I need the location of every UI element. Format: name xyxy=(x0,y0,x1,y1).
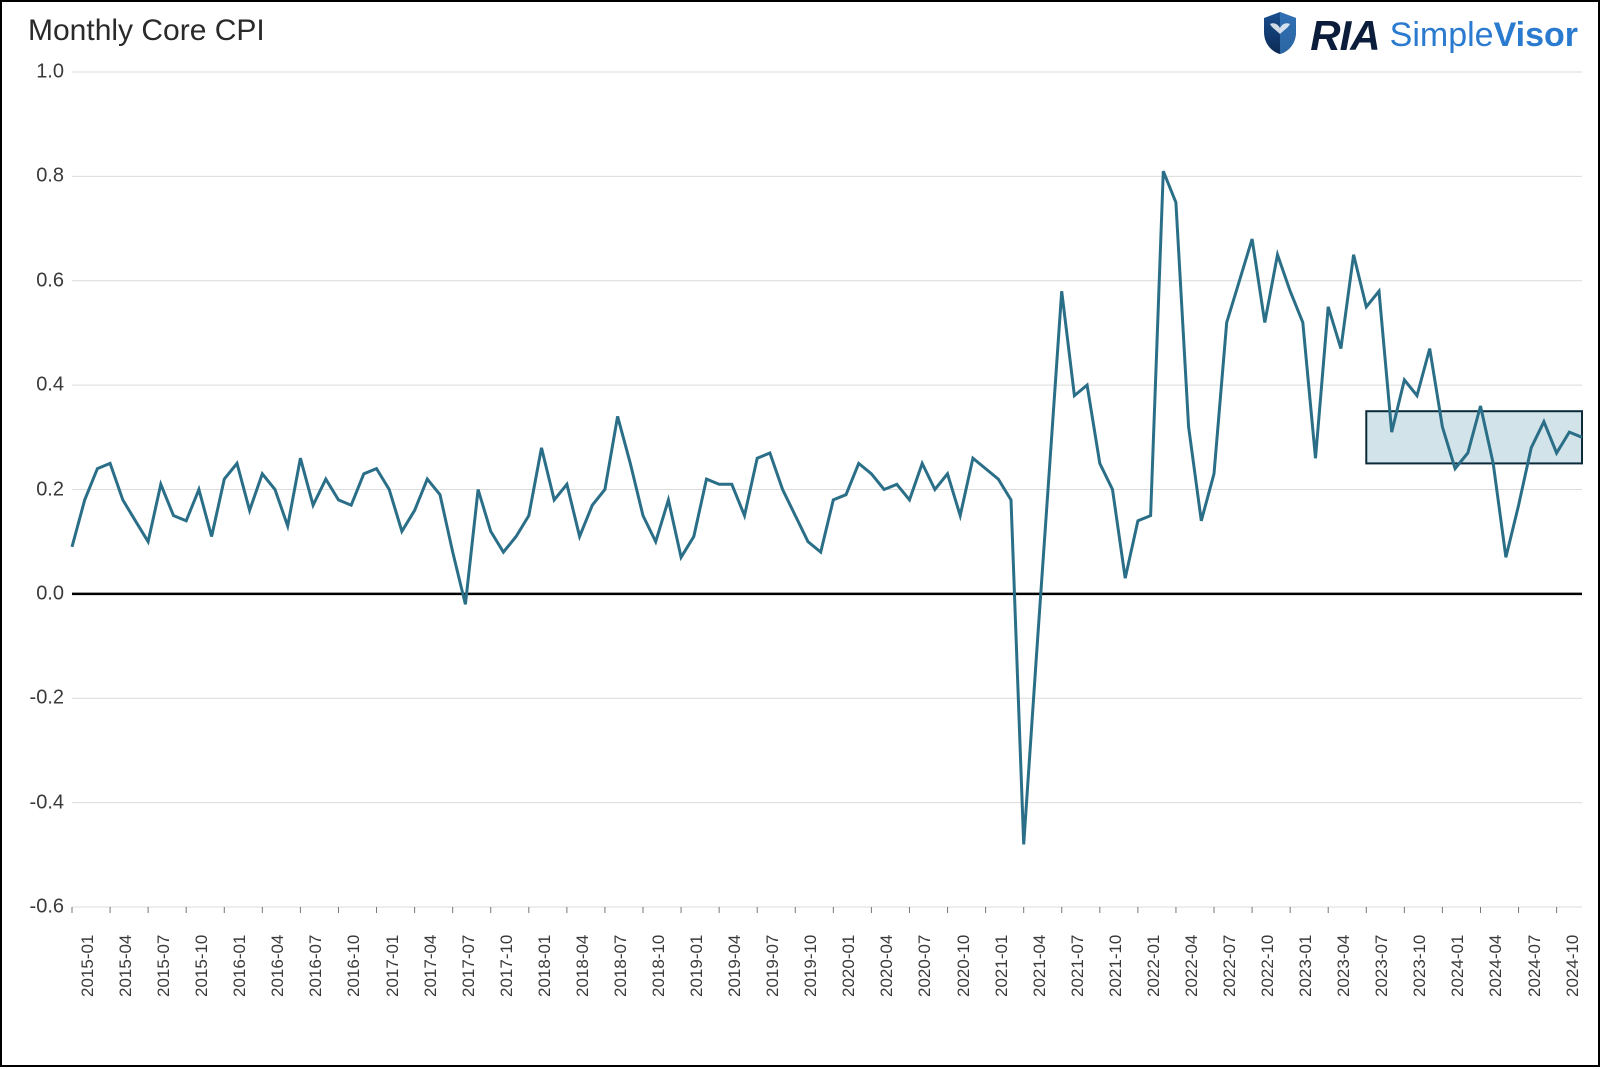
y-tick-label: 0.4 xyxy=(14,374,64,397)
y-tick-label: -0.4 xyxy=(14,791,64,814)
x-tick-label: 2015-10 xyxy=(192,935,212,997)
x-tick-label: 2018-04 xyxy=(573,935,593,997)
x-tick-label: 2018-01 xyxy=(535,935,555,997)
x-tick-label: 2020-04 xyxy=(877,935,897,997)
y-tick-label: 0.2 xyxy=(14,478,64,501)
y-tick-label: 1.0 xyxy=(14,61,64,84)
x-tick-label: 2024-01 xyxy=(1448,935,1468,997)
y-tick-label: 0.8 xyxy=(14,165,64,188)
x-tick-label: 2023-01 xyxy=(1296,935,1316,997)
x-tick-label: 2023-10 xyxy=(1410,935,1430,997)
x-tick-label: 2018-07 xyxy=(611,935,631,997)
x-tick-label: 2021-04 xyxy=(1030,935,1050,997)
x-tick-label: 2015-07 xyxy=(154,935,174,997)
x-tick-label: 2017-01 xyxy=(383,935,403,997)
y-tick-label: -0.6 xyxy=(14,896,64,919)
x-tick-label: 2020-07 xyxy=(915,935,935,997)
x-tick-label: 2018-10 xyxy=(649,935,669,997)
x-tick-label: 2016-04 xyxy=(268,935,288,997)
x-tick-label: 2017-07 xyxy=(459,935,479,997)
x-tick-label: 2016-01 xyxy=(230,935,250,997)
y-tick-label: 0.6 xyxy=(14,269,64,292)
x-tick-label: 2015-01 xyxy=(78,935,98,997)
x-tick-label: 2019-04 xyxy=(725,935,745,997)
x-tick-label: 2015-04 xyxy=(116,935,136,997)
x-tick-label: 2022-07 xyxy=(1220,935,1240,997)
x-tick-label: 2019-07 xyxy=(763,935,783,997)
x-tick-label: 2019-01 xyxy=(687,935,707,997)
x-tick-label: 2020-10 xyxy=(954,935,974,997)
x-tick-label: 2021-01 xyxy=(992,935,1012,997)
x-tick-label: 2017-04 xyxy=(421,935,441,997)
x-tick-label: 2021-10 xyxy=(1106,935,1126,997)
x-tick-label: 2021-07 xyxy=(1068,935,1088,997)
x-tick-label: 2019-10 xyxy=(801,935,821,997)
x-tick-label: 2016-10 xyxy=(344,935,364,997)
x-tick-label: 2023-07 xyxy=(1372,935,1392,997)
x-tick-label: 2020-01 xyxy=(839,935,859,997)
line-chart xyxy=(2,2,1600,1069)
x-tick-label: 2024-07 xyxy=(1525,935,1545,997)
x-tick-label: 2017-10 xyxy=(497,935,517,997)
x-tick-label: 2022-01 xyxy=(1144,935,1164,997)
x-tick-label: 2022-10 xyxy=(1258,935,1278,997)
x-tick-label: 2022-04 xyxy=(1182,935,1202,997)
chart-frame: Monthly Core CPI RIA SimpleVisor -0.6-0.… xyxy=(0,0,1600,1067)
x-tick-label: 2024-04 xyxy=(1486,935,1506,997)
y-tick-label: 0.0 xyxy=(14,582,64,605)
x-tick-label: 2016-07 xyxy=(306,935,326,997)
y-tick-label: -0.2 xyxy=(14,687,64,710)
x-tick-label: 2023-04 xyxy=(1334,935,1354,997)
x-tick-label: 2024-10 xyxy=(1563,935,1583,997)
